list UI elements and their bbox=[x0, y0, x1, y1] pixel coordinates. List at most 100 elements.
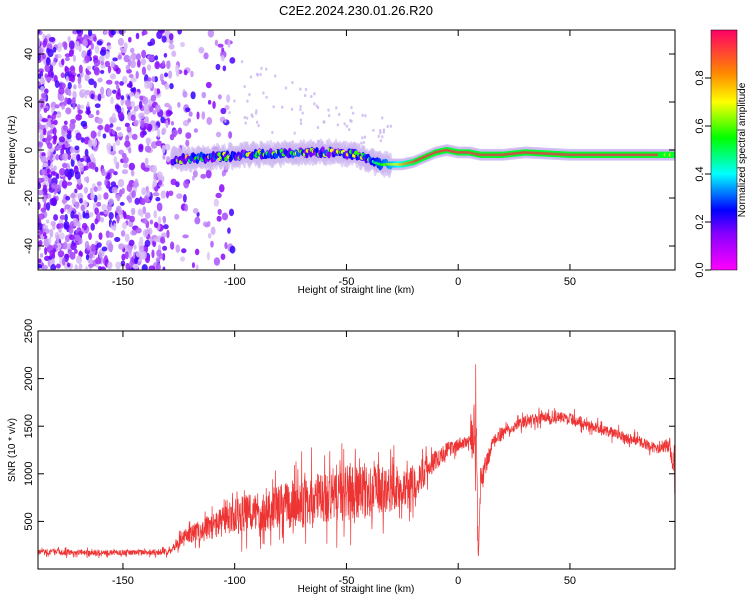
spectrogram-noise-cell bbox=[260, 66, 263, 70]
spectrogram-noise-cell bbox=[120, 95, 125, 101]
spectrogram-noise-cell bbox=[47, 142, 53, 150]
spectrogram-noise-cell bbox=[177, 102, 181, 108]
spectrogram-noise-cell bbox=[124, 140, 131, 148]
spectrogram-noise-cell bbox=[82, 210, 86, 219]
colorbar-frame bbox=[710, 29, 738, 271]
spectrogram-noise-cell bbox=[220, 253, 226, 260]
spectrogram-noise-cell bbox=[104, 60, 111, 68]
spectrogram-noise-cell bbox=[118, 210, 124, 215]
spectrogram-noise-cell bbox=[220, 107, 227, 115]
spectrogram-noise-cell bbox=[190, 70, 194, 78]
spectrogram-noise-cell bbox=[108, 168, 115, 174]
spectrogram-noise-cell bbox=[168, 43, 175, 50]
y-tick-label: 40 bbox=[23, 48, 35, 60]
spectrogram-noise-cell bbox=[59, 222, 64, 229]
spectrogram-noise-cell bbox=[123, 211, 127, 220]
spectrogram-noise-cell bbox=[38, 105, 42, 112]
spectrogram-noise-cell bbox=[381, 135, 384, 139]
spectrogram-noise-cell bbox=[101, 246, 108, 252]
spectrogram-noise-cell bbox=[119, 201, 125, 206]
spectrogram-noise-cell bbox=[68, 227, 74, 235]
spectrogram-noise-cell bbox=[118, 243, 125, 250]
spectrogram-noise-cell bbox=[271, 130, 274, 135]
spectrogram-noise-cell bbox=[61, 58, 65, 66]
colorbar-tick-label: 0.6 bbox=[694, 118, 706, 133]
spectrogram-noise-cell bbox=[38, 213, 45, 220]
spectrogram-noise-cell bbox=[136, 59, 141, 68]
spectrogram-noise-cell bbox=[213, 198, 219, 207]
spectrogram-noise-cell bbox=[229, 245, 236, 254]
spectrogram-noise-cell bbox=[62, 124, 69, 131]
spectrogram-noise-cell bbox=[128, 147, 132, 154]
spectrogram-noise-cell bbox=[58, 87, 65, 95]
spectrogram-noise-cell bbox=[192, 208, 199, 214]
spectrogram-noise-cell bbox=[59, 257, 63, 266]
spectrogram-noise-cell bbox=[110, 181, 117, 187]
spectrogram-noise-cell bbox=[222, 65, 227, 72]
spectrogram-noise-cell bbox=[74, 171, 81, 180]
spectrogram-noise-cell bbox=[66, 181, 73, 186]
spectrogram-noise-cell bbox=[41, 169, 46, 175]
y-tick-label: 20 bbox=[23, 96, 35, 108]
snr-series-line bbox=[38, 364, 675, 559]
spectrogram-noise-cell bbox=[170, 178, 177, 186]
spectrogram-noise-cell bbox=[103, 30, 108, 35]
spectrogram-noise-cell bbox=[112, 142, 116, 152]
spectrogram-noise-cell bbox=[65, 107, 72, 115]
spectrogram-noise-cell bbox=[53, 165, 57, 171]
spectrogram-noise-cell bbox=[322, 120, 325, 124]
spectrogram-noise-cell bbox=[96, 40, 103, 46]
spectrogram-noise-cell bbox=[48, 36, 56, 43]
spectrogram-noise-cell bbox=[201, 91, 207, 99]
spectrogram-noise-cell bbox=[293, 131, 296, 135]
spectrogram-noise-cell bbox=[80, 120, 88, 127]
spectrogram-noise-cell bbox=[75, 132, 82, 141]
spectrogram-noise-cell bbox=[135, 32, 140, 40]
x-tick-label: -150 bbox=[112, 575, 134, 587]
spectrogram-noise-cell bbox=[79, 157, 85, 162]
spectrogram-noise-cell bbox=[290, 107, 294, 111]
spectrogram-noise-cell bbox=[128, 55, 133, 60]
spectrogram-noise-cell bbox=[96, 181, 102, 187]
spectrogram-noise-cell bbox=[62, 196, 66, 205]
spectrogram-noise-cell bbox=[123, 42, 128, 50]
spectrogram-noise-cell bbox=[104, 179, 108, 186]
spectrogram-noise-cell bbox=[94, 103, 101, 109]
spectrogram-noise-cell bbox=[228, 208, 235, 217]
spectrogram-noise-cell bbox=[111, 129, 116, 135]
spectrogram-noise-cell bbox=[138, 100, 143, 110]
spectrogram-noise-cell bbox=[83, 186, 89, 194]
spectrogram-noise-cell bbox=[166, 60, 171, 70]
spectrogram-noise-cell bbox=[134, 197, 140, 205]
spectrogram-noise-cell bbox=[265, 67, 268, 71]
spectrogram-noise-cell bbox=[114, 80, 120, 85]
spectrogram-noise-cell bbox=[94, 45, 100, 54]
spectrogram-noise-cell bbox=[138, 245, 145, 253]
spectrogram-noise-cell bbox=[160, 190, 167, 199]
spectrogram-noise-cell bbox=[88, 232, 92, 241]
spectrogram-noise-cell bbox=[114, 104, 120, 110]
spectrogram-noise-cell bbox=[166, 229, 170, 239]
spectrogram-noise-cell bbox=[70, 193, 76, 199]
spectrogram-noise-cell bbox=[81, 89, 86, 94]
spectrogram-noise-cell bbox=[61, 143, 66, 151]
spectrogram-noise-cell bbox=[57, 42, 63, 49]
spectrogram-noise-cell bbox=[135, 53, 141, 61]
spectrogram-y-axis-label: Frequency (Hz) bbox=[7, 116, 18, 185]
spectrogram-noise-cell bbox=[103, 210, 110, 215]
spectrogram-noise-cell bbox=[48, 177, 53, 185]
spectrogram-noise-cell bbox=[115, 261, 121, 270]
spectrogram-noise-cell bbox=[313, 92, 316, 96]
spectrogram-noise-cell bbox=[195, 264, 199, 270]
spectrogram-noise-cell bbox=[169, 241, 175, 250]
spectrogram-noise-cell bbox=[125, 64, 131, 71]
spectrogram-noise-cell bbox=[79, 198, 83, 204]
spectrogram-noise-cell bbox=[117, 54, 123, 60]
spectrogram-noise-cell bbox=[84, 73, 90, 82]
spectrogram-noise-cell bbox=[169, 133, 175, 141]
spectrogram-noise-cell bbox=[117, 132, 124, 137]
spectrogram-noise-cell bbox=[41, 264, 49, 270]
spectrogram-noise-cell bbox=[39, 252, 44, 258]
spectrogram-noise-cell bbox=[360, 141, 363, 145]
spectrogram-noise-cell bbox=[106, 203, 112, 212]
